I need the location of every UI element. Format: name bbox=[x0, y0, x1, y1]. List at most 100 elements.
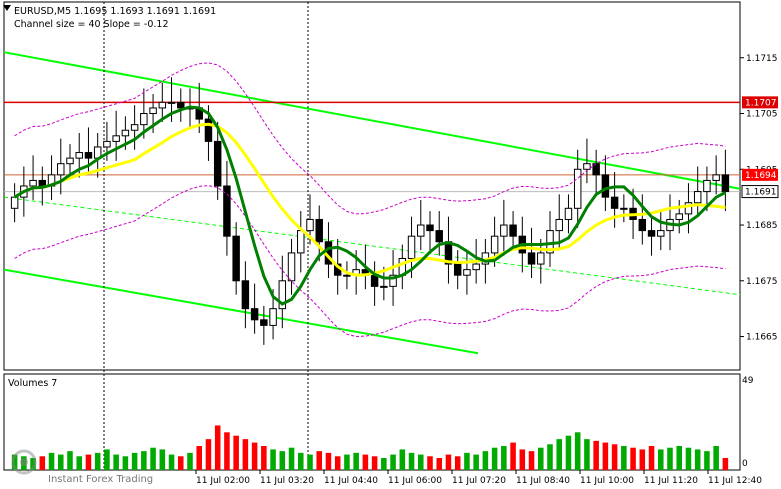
volume-bar-19 bbox=[187, 452, 193, 470]
candle-60 bbox=[564, 194, 573, 234]
volume-bar-7 bbox=[76, 456, 82, 470]
candle-33 bbox=[315, 205, 323, 262]
candle-58 bbox=[546, 211, 554, 267]
svg-text:1.1694: 1.1694 bbox=[745, 171, 777, 181]
volume-bar-70 bbox=[658, 449, 664, 470]
volume-bar-63 bbox=[593, 440, 599, 470]
volume-bar-46 bbox=[436, 458, 442, 470]
volume-bar-73 bbox=[685, 447, 692, 470]
time-tick-6: 11 Jul 10:00 bbox=[580, 476, 634, 486]
volume-bar-48 bbox=[454, 456, 461, 470]
volume-bar-9 bbox=[94, 452, 101, 470]
channel-lower-line bbox=[3, 268, 479, 355]
chart-subtitle: Channel size = 40 Slope = -0.12 bbox=[14, 19, 169, 30]
volume-bar-14 bbox=[141, 451, 147, 470]
volume-bar-37 bbox=[353, 452, 359, 470]
volume-bar-58 bbox=[547, 444, 553, 470]
volume-bar-49 bbox=[464, 452, 470, 470]
volume-bar-44 bbox=[418, 454, 424, 470]
volume-bar-77 bbox=[722, 458, 729, 470]
candle-23 bbox=[223, 160, 231, 256]
candle-48 bbox=[453, 250, 462, 290]
volume-bar-41 bbox=[390, 454, 396, 470]
volume-bar-51 bbox=[482, 451, 489, 470]
time-tick-2: 11 Jul 04:40 bbox=[324, 476, 378, 486]
volume-bar-2 bbox=[30, 458, 36, 470]
volume-bar-24 bbox=[233, 435, 239, 470]
volume-pane bbox=[11, 425, 729, 470]
candle-11 bbox=[112, 110, 120, 161]
price-tick-0: 1.1715 bbox=[746, 54, 778, 64]
chart-title: EURUSD,M5 1.1695 1.1693 1.1691 1.1691 bbox=[14, 6, 216, 17]
volume-bar-62 bbox=[584, 439, 590, 470]
volume-bar-40 bbox=[381, 458, 387, 470]
time-tick-7: 11 Jul 11:20 bbox=[644, 476, 698, 486]
moving-average-slow bbox=[13, 122, 726, 277]
candle-68 bbox=[638, 194, 647, 245]
time-tick-0: 11 Jul 02:00 bbox=[196, 476, 250, 486]
candle-29 bbox=[278, 255, 287, 329]
volume-bar-6 bbox=[67, 451, 73, 470]
envelope-lower bbox=[14, 185, 726, 338]
volume-bar-68 bbox=[639, 449, 646, 470]
volume-bar-64 bbox=[602, 442, 609, 470]
volume-bar-67 bbox=[630, 447, 636, 470]
candle-74 bbox=[693, 166, 702, 217]
candle-75 bbox=[703, 166, 711, 212]
volume-bar-18 bbox=[178, 456, 184, 470]
candle-56 bbox=[527, 227, 536, 278]
volume-bar-75 bbox=[704, 451, 710, 470]
volume-bar-56 bbox=[528, 451, 535, 470]
watermark-text: Instant Forex Trading bbox=[48, 474, 153, 485]
candle-70 bbox=[657, 211, 665, 251]
candle-25 bbox=[241, 261, 250, 329]
envelope-upper bbox=[14, 62, 726, 215]
svg-text:1.1691: 1.1691 bbox=[745, 188, 777, 198]
volume-bar-50 bbox=[473, 454, 479, 470]
candle-40 bbox=[380, 266, 388, 301]
volume-bar-36 bbox=[344, 454, 350, 470]
volume-bar-22 bbox=[214, 425, 221, 470]
time-tick-3: 11 Jul 06:00 bbox=[388, 476, 442, 486]
volume-bar-25 bbox=[242, 439, 249, 470]
candle-22 bbox=[213, 121, 222, 200]
candle-49 bbox=[463, 250, 471, 295]
time-tick-5: 11 Jul 08:40 bbox=[516, 476, 570, 486]
volume-bar-33 bbox=[316, 451, 322, 470]
candle-45 bbox=[426, 211, 434, 251]
volume-bar-52 bbox=[491, 447, 498, 470]
volume-bar-17 bbox=[168, 454, 175, 470]
volume-bar-45 bbox=[427, 456, 433, 470]
volume-bar-76 bbox=[713, 446, 719, 470]
price-tag-2: 1.1691 bbox=[741, 185, 779, 199]
candle-69 bbox=[647, 216, 656, 256]
volume-bar-74 bbox=[694, 449, 701, 470]
candle-72 bbox=[675, 199, 683, 234]
volume-bar-16 bbox=[159, 449, 166, 470]
volume-axis-max: 49 bbox=[742, 376, 754, 386]
volume-bar-23 bbox=[224, 432, 230, 470]
volume-bar-60 bbox=[565, 435, 572, 470]
candle-61 bbox=[573, 149, 582, 228]
volume-bar-39 bbox=[371, 456, 378, 470]
candle-64 bbox=[601, 155, 610, 212]
volume-bar-34 bbox=[325, 452, 332, 470]
candle-18 bbox=[177, 88, 185, 122]
time-axis: 11 Jul 02:00 11 Jul 03:20 11 Jul 04:40 11 J… bbox=[195, 470, 762, 486]
candle-26 bbox=[250, 283, 259, 334]
volume-bar-29 bbox=[279, 451, 286, 470]
price-tick-4: 1.1675 bbox=[746, 277, 778, 287]
candle-63 bbox=[592, 149, 600, 195]
volume-axis-min: 0 bbox=[742, 459, 748, 469]
volume-bar-69 bbox=[648, 446, 655, 470]
volume-bar-55 bbox=[519, 449, 526, 470]
volume-bar-3 bbox=[39, 456, 46, 470]
volume-bar-61 bbox=[574, 432, 581, 470]
volume-bar-42 bbox=[399, 449, 406, 470]
volume-bar-21 bbox=[205, 439, 212, 470]
volume-bar-53 bbox=[501, 446, 507, 470]
volume-bar-27 bbox=[261, 446, 267, 470]
dropdown-arrow-icon[interactable] bbox=[3, 5, 11, 11]
price-tick-5: 1.1665 bbox=[746, 333, 778, 343]
volume-bar-13 bbox=[131, 452, 138, 470]
